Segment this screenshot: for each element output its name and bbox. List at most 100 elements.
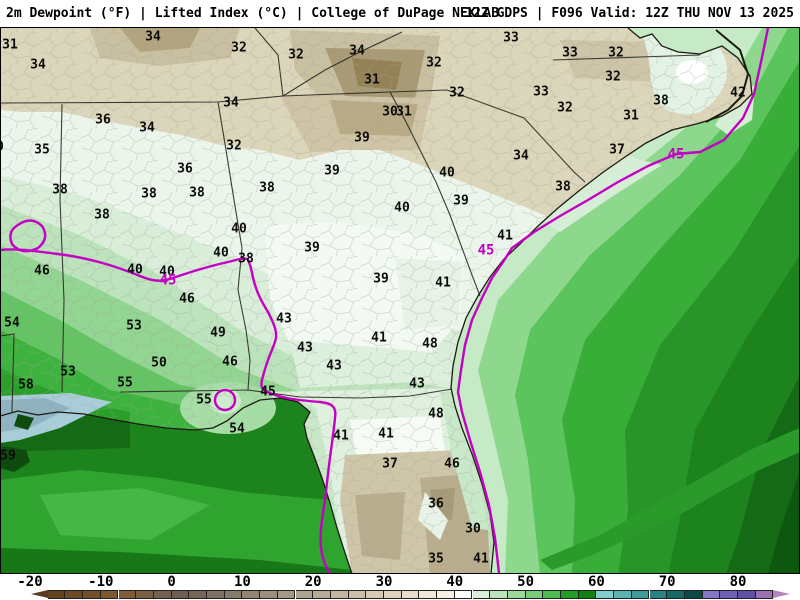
- dewpoint-value-label: 40: [439, 166, 455, 181]
- colorbar-segment: [454, 590, 473, 599]
- colorbar-segment: [242, 590, 261, 599]
- dewpoint-value-label: 38: [653, 94, 669, 109]
- dewpoint-value-label: 37: [382, 457, 398, 472]
- dewpoint-value-label: 55: [196, 393, 212, 408]
- dewpoint-value-label: 33: [533, 85, 549, 100]
- colorbar-tick-label: 50: [517, 574, 535, 590]
- dewpoint-value-label: 38: [52, 183, 68, 198]
- colorbar-segment: [596, 590, 615, 599]
- title-bar: 2m Dewpoint (°F) | Lifted Index (°C) | C…: [0, 0, 800, 27]
- dewpoint-value-label: 46: [444, 457, 460, 472]
- dewpoint-value-label: 41: [333, 429, 349, 444]
- dewpoint-value-label: 34: [513, 149, 529, 164]
- colorbar-segment: [207, 590, 225, 599]
- dewpoint-value-label: 43: [297, 341, 313, 356]
- colorbar-tick-label: 40: [446, 574, 464, 590]
- dewpoint-value-label: 32: [226, 139, 242, 154]
- dewpoint-value-label: 32: [288, 48, 304, 63]
- colorbar-segment: [738, 590, 756, 599]
- dewpoint-value-label: 53: [126, 319, 142, 334]
- colorbar-segment: [614, 590, 632, 599]
- colorbar-segment: [649, 590, 668, 599]
- contour-45-label: 45: [478, 243, 495, 259]
- colorbar-segment: [437, 590, 455, 599]
- state-borders: [0, 27, 701, 413]
- colorbar-segment: [631, 590, 650, 599]
- dewpoint-value-label: 34: [139, 121, 155, 136]
- colorbar-segment: [47, 590, 66, 599]
- colorbar-segment: [171, 590, 190, 599]
- dewpoint-value-label: 40: [213, 246, 229, 261]
- colorbar-segment: [507, 590, 526, 599]
- colorbar-tick-label: 30: [375, 574, 393, 590]
- colorbar-segment: [543, 590, 561, 599]
- dewpoint-value-label: 46: [179, 292, 195, 307]
- dewpoint-value-label: 53: [60, 365, 76, 380]
- dewpoint-value-label: 38: [94, 208, 110, 223]
- dewpoint-value-label: 31: [623, 109, 639, 124]
- dewpoint-value-label: 43: [409, 377, 425, 392]
- colorbar-tick-label: -10: [88, 574, 114, 590]
- dewpoint-value-label: 36: [177, 162, 193, 177]
- dewpoint-value-label: 32: [557, 101, 573, 116]
- contour-45-label: 45: [668, 147, 685, 163]
- dewpoint-value-label: 41: [497, 229, 513, 244]
- dewpoint-value-label: 38: [259, 181, 275, 196]
- dewpoint-value-label: 39: [453, 194, 469, 209]
- dewpoint-value-label: 40: [159, 265, 175, 280]
- colorbar-segment: [366, 590, 384, 599]
- dewpoint-value-label: 58: [18, 378, 34, 393]
- dewpoint-value-label: 41: [473, 552, 489, 567]
- colorbar-tick-label: 0: [167, 574, 176, 590]
- colorbar-tick-label: 60: [587, 574, 605, 590]
- colorbar-segment: [153, 590, 172, 599]
- dewpoint-value-label: 39: [354, 131, 370, 146]
- dewpoint-value-label: 36: [95, 113, 111, 128]
- contour-value-labels: 45 45 45: [160, 147, 685, 289]
- dewpoint-value-label: 49: [210, 326, 226, 341]
- colorbar-segment: [702, 590, 721, 599]
- dewpoint-value-label: 45: [260, 385, 276, 400]
- colorbar-segment: [313, 590, 331, 599]
- dewpoint-value-label: 34: [145, 30, 161, 45]
- colorbar-segment: [684, 590, 703, 599]
- dewpoint-value-label: 59: [0, 449, 16, 464]
- coastline: [0, 27, 753, 574]
- dewpoint-value-label: 34: [223, 96, 239, 111]
- colorbar-segment: [65, 590, 84, 599]
- dewpoint-value-label: 48: [422, 337, 438, 352]
- colorbar-tick-label: 20: [304, 574, 322, 590]
- colorbar-segment: [277, 590, 296, 599]
- colorbar-tick-label: 80: [729, 574, 747, 590]
- dewpoint-value-label: 38: [189, 186, 205, 201]
- colorbar-segment: [401, 590, 420, 599]
- colorbar-segment: [419, 590, 438, 599]
- dewpoint-value-label: 32: [449, 86, 465, 101]
- dewpoint-value-label: 42: [730, 86, 746, 101]
- dewpoint-value-label: 41: [435, 276, 451, 291]
- dewpoint-value-label: 32: [605, 70, 621, 85]
- dewpoint-value-label: 36: [428, 497, 444, 512]
- dewpoint-value-label: 31: [364, 73, 380, 88]
- dewpoint-value-label: 40: [127, 263, 143, 278]
- colorbar-segment: [490, 590, 508, 599]
- colorbar-tick-label: -20: [17, 574, 43, 590]
- map-area: 31 34 32 34 33 33 32 32 32 34 32 31 32 33 30 31 34 32 38 31…: [0, 27, 800, 574]
- product-title: 2m Dewpoint (°F) | Lifted Index (°C) | C…: [6, 6, 500, 21]
- dewpoint-value-label: 34: [30, 58, 46, 73]
- dewpoint-value-label: 46: [222, 355, 238, 370]
- colorbar-segment: [260, 590, 278, 599]
- colorbar-segment: [136, 590, 154, 599]
- dewpoint-value-label: 34: [349, 44, 365, 59]
- colorbar-segment: [472, 590, 491, 599]
- dewpoint-value-label: 31: [396, 105, 412, 120]
- dewpoint-value-label: 30: [465, 522, 481, 537]
- colorbar-tick-label: 70: [658, 574, 676, 590]
- dewpoint-45-contours: [0, 27, 770, 574]
- dewpoint-value-label: 32: [426, 56, 442, 71]
- colorbar-segment: [578, 590, 597, 599]
- dewpoint-value-label: 48: [428, 407, 444, 422]
- model-run-info: 12Z GDPS | F096 Valid: 12Z THU NOV 13 20…: [465, 6, 794, 21]
